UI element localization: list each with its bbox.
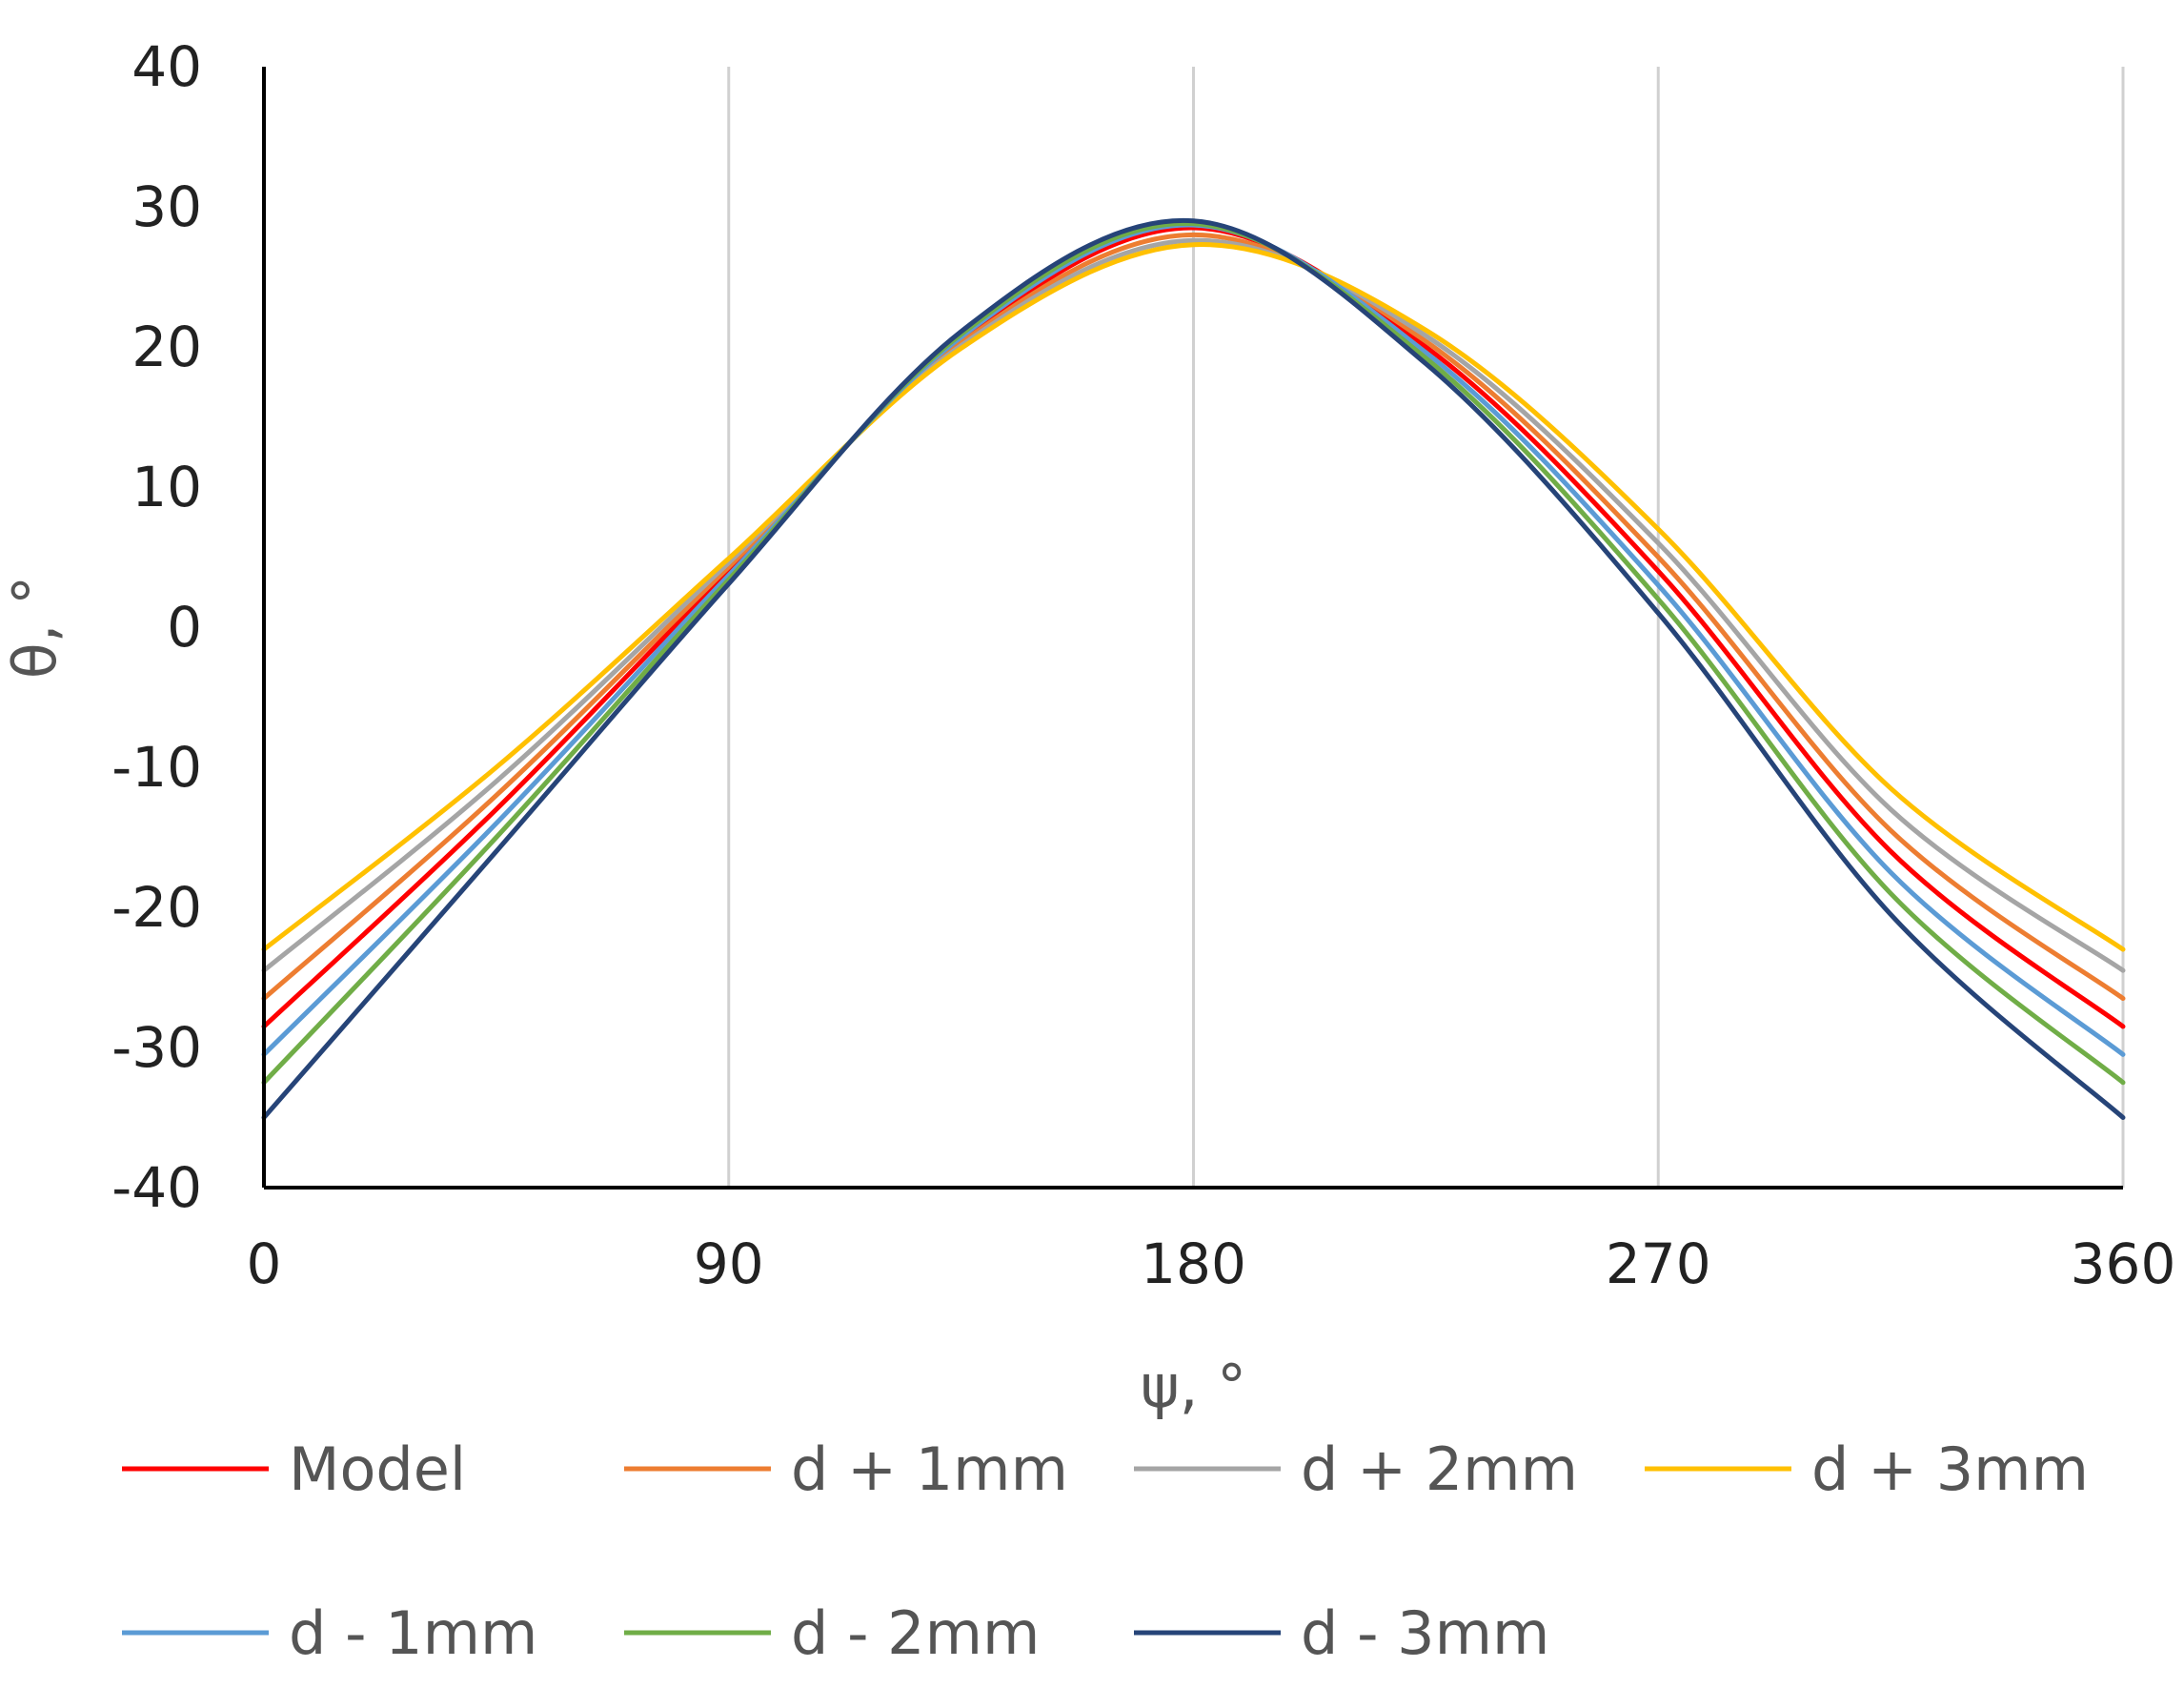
x-tick-label: 0 <box>247 1231 282 1296</box>
y-tick-label: -30 <box>111 1015 202 1080</box>
series-line-d-2mm <box>261 221 2126 1086</box>
gridlines <box>727 67 2125 1188</box>
x-axis-title: ψ, ° <box>1141 1352 1246 1421</box>
legend-label: d + 3mm <box>1811 1434 2089 1504</box>
y-tick-label: 10 <box>131 455 202 519</box>
series-line-d-2mm <box>261 237 2126 973</box>
legend-item: d - 1mm <box>122 1598 537 1668</box>
x-tick-label: 90 <box>694 1231 764 1296</box>
legend-item: d + 2mm <box>1134 1434 1578 1504</box>
series-line-d-3mm <box>261 217 2126 1120</box>
legend-item: d - 3mm <box>1134 1598 1549 1668</box>
x-tick-labels: 0 90 180 270 360 <box>247 1231 2176 1296</box>
legend-label: d + 2mm <box>1301 1434 1578 1504</box>
axes <box>262 67 2123 1190</box>
series-line-model <box>261 225 2126 1029</box>
y-tick-labels: -40 -30 -20 -10 0 10 20 30 40 <box>111 34 202 1220</box>
legend-item: d + 1mm <box>624 1434 1068 1504</box>
legend-label: Model <box>289 1434 466 1504</box>
legend-label: d + 1mm <box>791 1434 1068 1504</box>
legend-label: d - 2mm <box>791 1598 1040 1668</box>
legend-item: d + 3mm <box>1645 1434 2089 1504</box>
y-tick-label: -40 <box>111 1155 202 1220</box>
series-line-d-1mm <box>261 232 2126 1002</box>
x-tick-label: 360 <box>2071 1231 2176 1296</box>
legend: Model d + 1mm d + 2mm d + 3mm d - 1mm d - 2mm… <box>122 1434 2089 1668</box>
y-tick-label: 40 <box>131 34 202 99</box>
y-tick-label: 30 <box>131 174 202 239</box>
legend-label: d - 1mm <box>289 1598 537 1668</box>
legend-item: Model <box>122 1434 466 1504</box>
series-lines <box>261 217 2126 1120</box>
y-tick-label: 20 <box>131 315 202 379</box>
series-line-d-3mm <box>261 242 2126 952</box>
legend-item: d - 2mm <box>624 1598 1040 1668</box>
y-tick-label: -10 <box>111 735 202 800</box>
x-tick-label: 180 <box>1141 1231 1246 1296</box>
x-tick-label: 270 <box>1606 1231 1711 1296</box>
y-tick-label: -20 <box>111 875 202 940</box>
legend-label: d - 3mm <box>1301 1598 1549 1668</box>
y-axis-title: θ, ° <box>0 576 70 679</box>
y-tick-label: 0 <box>167 595 202 660</box>
